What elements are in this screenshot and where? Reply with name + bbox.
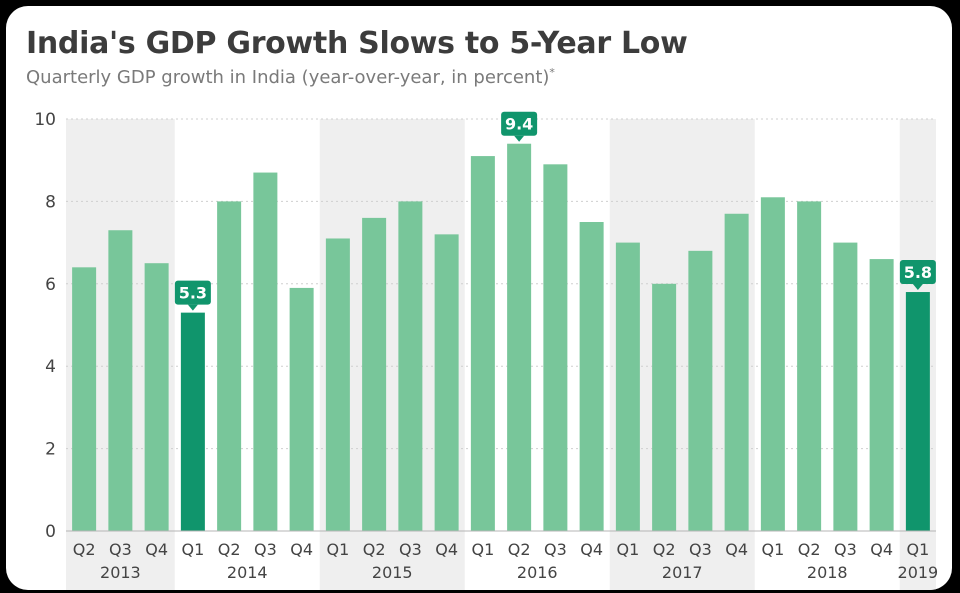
year-label-2019: 2019 <box>898 563 939 582</box>
bar-7 <box>325 238 350 532</box>
year-label-2013: 2013 <box>100 563 141 582</box>
y-tick-label: 8 <box>45 192 56 212</box>
x-tick-label: Q2 <box>798 540 821 559</box>
x-tick-label: Q3 <box>399 540 422 559</box>
year-label-2016: 2016 <box>517 563 558 582</box>
x-tick-label: Q2 <box>363 540 386 559</box>
x-tick-label: Q3 <box>254 540 277 559</box>
year-label-2017: 2017 <box>662 563 703 582</box>
y-tick-label: 6 <box>45 275 56 295</box>
x-tick-label: Q4 <box>145 540 168 559</box>
y-tick-label: 0 <box>45 522 56 542</box>
x-tick-label: Q1 <box>761 540 784 559</box>
subtitle-footnote-mark: * <box>549 66 555 79</box>
chart-subtitle: Quarterly GDP growth in India (year-over… <box>26 66 555 88</box>
x-tick-label: Q3 <box>834 540 857 559</box>
bar-22 <box>869 259 894 531</box>
x-tick-label: Q3 <box>544 540 567 559</box>
x-tick-label: Q4 <box>870 540 893 559</box>
bar-17 <box>688 250 713 531</box>
bar-4 <box>217 201 242 531</box>
bar-0 <box>72 267 97 531</box>
bar-1 <box>108 230 133 532</box>
data-label: 5.3 <box>179 284 207 303</box>
x-tick-label: Q3 <box>109 540 132 559</box>
bar-19 <box>760 197 785 531</box>
y-tick-label: 10 <box>34 110 56 130</box>
x-tick-label: Q4 <box>580 540 603 559</box>
bar-23 <box>905 292 930 531</box>
x-tick-label: Q2 <box>508 540 531 559</box>
bar-13 <box>543 164 568 531</box>
x-tick-label: Q4 <box>290 540 313 559</box>
x-tick-label: Q1 <box>471 540 494 559</box>
x-tick-label: Q4 <box>435 540 458 559</box>
bar-21 <box>833 242 858 531</box>
bar-15 <box>615 242 640 531</box>
bar-5 <box>253 172 278 531</box>
data-label: 5.8 <box>904 263 932 282</box>
bar-11 <box>470 156 495 531</box>
callout-pointer-23 <box>912 284 923 291</box>
x-tick-label: Q1 <box>181 540 204 559</box>
bar-10 <box>434 234 459 532</box>
x-tick-label: Q2 <box>218 540 241 559</box>
callout-pointer-3 <box>187 304 198 311</box>
x-tick-label: Q1 <box>906 540 929 559</box>
callout-pointer-12 <box>514 135 525 142</box>
chart-subtitle-text: Quarterly GDP growth in India (year-over… <box>26 67 550 88</box>
x-tick-label: Q2 <box>73 540 96 559</box>
callout-box-12 <box>501 111 538 136</box>
bar-16 <box>652 283 677 531</box>
year-label-2018: 2018 <box>807 563 848 582</box>
bar-12 <box>507 143 532 531</box>
data-label: 9.4 <box>505 115 533 134</box>
bar-chart: 0 2 4 6 8 10 Q2 Q3 Q4 Q1 Q2 Q3 Q4 Q1 Q2 Q3 Q4 Q1 Q2 Q3 Q4 Q1 Q… <box>34 110 939 590</box>
bar-8 <box>362 217 387 531</box>
x-tick-label: Q4 <box>725 540 748 559</box>
callout-box-3 <box>174 280 211 305</box>
x-tick-label: Q2 <box>653 540 676 559</box>
y-tick-label: 2 <box>45 440 56 460</box>
chart-title: India's GDP Growth Slows to 5-Year Low <box>26 26 688 61</box>
bar-14 <box>579 222 604 531</box>
x-tick-label: Q3 <box>689 540 712 559</box>
chart-card: India's GDP Growth Slows to 5-Year Low Q… <box>6 6 952 590</box>
bar-3 <box>180 312 205 531</box>
bar-9 <box>398 201 423 531</box>
bar-18 <box>724 213 749 531</box>
bar-20 <box>797 201 822 531</box>
x-tick-label: Q1 <box>616 540 639 559</box>
year-label-2014: 2014 <box>227 563 268 582</box>
year-label-2015: 2015 <box>372 563 413 582</box>
bar-2 <box>144 263 169 531</box>
callout-box-23 <box>899 260 936 285</box>
y-tick-label: 4 <box>45 357 56 377</box>
x-tick-label: Q1 <box>326 540 349 559</box>
bar-6 <box>289 287 314 531</box>
